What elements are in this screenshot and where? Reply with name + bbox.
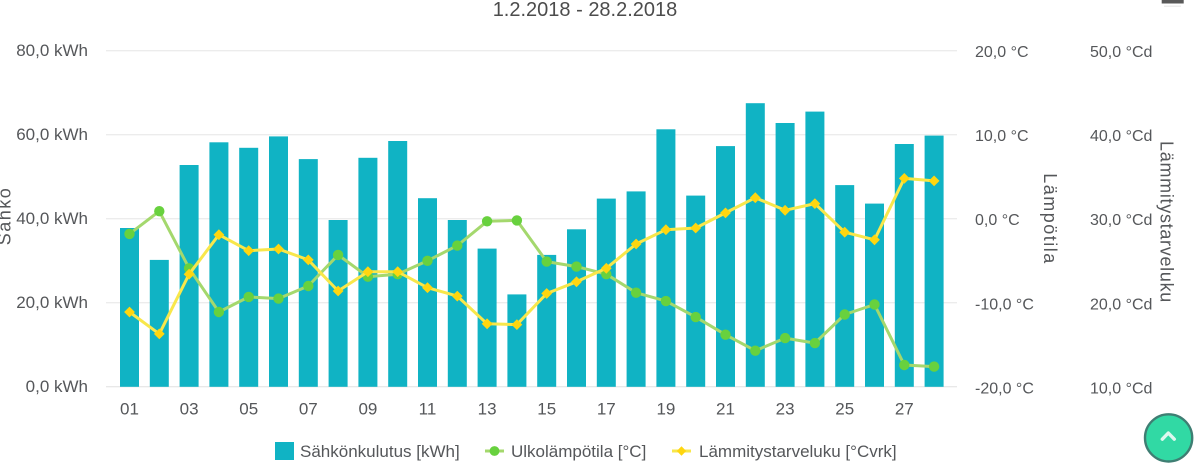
svg-text:15: 15 <box>537 400 556 419</box>
svg-text:0,0 kWh: 0,0 kWh <box>26 377 88 396</box>
svg-text:13: 13 <box>478 400 497 419</box>
svg-text:09: 09 <box>358 400 377 419</box>
svg-text:80,0 kWh: 80,0 kWh <box>16 41 88 60</box>
svg-text:10,0 °C: 10,0 °C <box>975 128 1029 145</box>
svg-text:60,0 kWh: 60,0 kWh <box>16 125 88 144</box>
svg-text:20,0 °C: 20,0 °C <box>975 44 1029 61</box>
svg-text:05: 05 <box>239 400 258 419</box>
svg-text:23: 23 <box>776 400 795 419</box>
svg-text:07: 07 <box>299 400 318 419</box>
svg-text:01: 01 <box>120 400 139 419</box>
svg-text:-20,0 °C: -20,0 °C <box>975 380 1034 397</box>
svg-text:19: 19 <box>656 400 675 419</box>
svg-text:Ulkolämpötila [°C]: Ulkolämpötila [°C] <box>511 442 646 461</box>
svg-text:Lämmitystarveluku: Lämmitystarveluku <box>1157 141 1177 303</box>
svg-text:40,0 °Cd: 40,0 °Cd <box>1090 128 1152 145</box>
svg-text:21: 21 <box>716 400 735 419</box>
svg-text:50,0 °Cd: 50,0 °Cd <box>1090 44 1152 61</box>
svg-text:27: 27 <box>895 400 914 419</box>
svg-text:-10,0 °C: -10,0 °C <box>975 296 1034 313</box>
svg-text:30,0 °Cd: 30,0 °Cd <box>1090 212 1152 229</box>
svg-text:17: 17 <box>597 400 616 419</box>
svg-text:Sähkönkulutus [kWh]: Sähkönkulutus [kWh] <box>300 442 460 461</box>
svg-text:20,0 °Cd: 20,0 °Cd <box>1090 296 1152 313</box>
svg-text:03: 03 <box>180 400 199 419</box>
svg-text:20,0 kWh: 20,0 kWh <box>16 293 88 312</box>
svg-text:0,0 °C: 0,0 °C <box>975 212 1020 229</box>
svg-text:Lämmitystarveluku [°Cvrk]: Lämmitystarveluku [°Cvrk] <box>699 442 897 461</box>
svg-text:10,0 °Cd: 10,0 °Cd <box>1090 380 1152 397</box>
svg-text:Sähkö: Sähkö <box>0 187 15 246</box>
svg-text:1.2.2018 - 28.2.2018: 1.2.2018 - 28.2.2018 <box>493 0 678 21</box>
svg-text:11: 11 <box>419 400 437 419</box>
svg-text:40,0 kWh: 40,0 kWh <box>16 209 88 228</box>
svg-text:Lämpötila: Lämpötila <box>1040 173 1060 265</box>
svg-text:25: 25 <box>835 400 854 419</box>
